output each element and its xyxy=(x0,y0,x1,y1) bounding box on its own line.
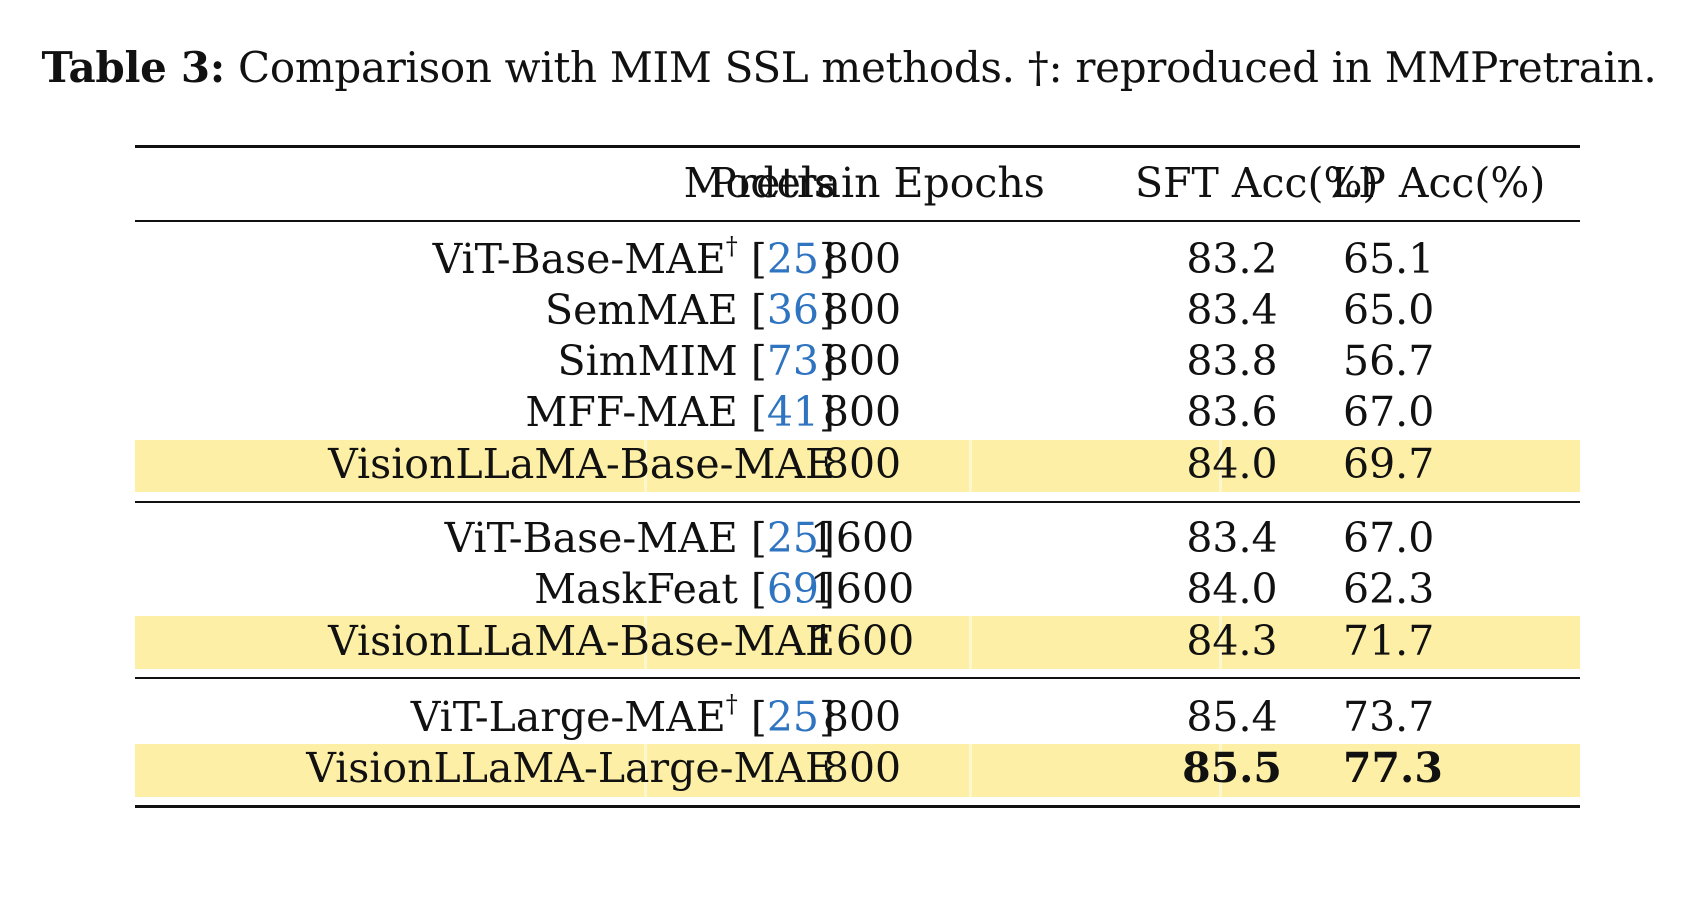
epochs-cell: 800 xyxy=(822,235,902,283)
caption-text: Comparison with MIM SSL methods. †: repr… xyxy=(238,43,1657,92)
sft-cell: 84.0 xyxy=(1186,440,1278,488)
epochs-cell: 1600 xyxy=(809,565,915,613)
table-caption: Table 3: Comparison with MIM SSL methods… xyxy=(0,38,1698,98)
highlight-band xyxy=(135,440,1580,492)
lp-cell: 62.3 xyxy=(1343,565,1435,613)
model-cell: ViT-Large-MAE† [25] xyxy=(410,690,835,741)
lp-cell: 65.1 xyxy=(1343,235,1435,283)
citation-link[interactable]: 73 xyxy=(766,337,819,385)
lp-cell: 67.0 xyxy=(1343,388,1435,436)
table-row-highlighted: VisionLLaMA-Base-MAE 1600 84.3 71.7 xyxy=(135,614,1580,669)
table-row: SemMAE [36] 800 83.4 65.0 xyxy=(135,283,1580,338)
sft-cell: 83.2 xyxy=(1186,235,1278,283)
top-rule xyxy=(135,145,1580,148)
sft-cell: 83.4 xyxy=(1186,286,1278,334)
caption-label: Table 3: xyxy=(41,43,226,92)
table-row: ViT-Large-MAE† [25] 800 85.4 73.7 xyxy=(135,690,1580,745)
bottom-rule xyxy=(135,805,1580,808)
dagger-mark: † xyxy=(725,232,738,261)
lp-cell: 71.7 xyxy=(1343,617,1435,665)
table-row: ViT-Base-MAE [25] 1600 83.4 67.0 xyxy=(135,511,1580,566)
model-name: SimMIM xyxy=(557,337,738,385)
group-rule xyxy=(135,501,1580,503)
highlight-band xyxy=(135,616,1580,669)
citation-link[interactable]: 25 xyxy=(766,514,819,562)
table-row: SimMIM [73] 800 83.8 56.7 xyxy=(135,334,1580,389)
table-row: MaskFeat [69] 1600 84.0 62.3 xyxy=(135,562,1580,617)
sft-cell-best: 85.5 xyxy=(1182,744,1282,792)
citation-link[interactable]: 25 xyxy=(766,693,819,741)
model-cell: MFF-MAE [41] xyxy=(525,388,835,436)
lp-cell: 67.0 xyxy=(1343,514,1435,562)
highlight-band xyxy=(135,744,1580,797)
model-name: ViT-Base-MAE xyxy=(444,514,738,562)
model-name: VisionLLaMA-Base-MAE xyxy=(328,440,835,488)
header-models: Models xyxy=(683,159,835,207)
citation-link[interactable]: 25 xyxy=(766,235,819,283)
sft-cell: 83.6 xyxy=(1186,388,1278,436)
model-name: ViT-Base-MAE xyxy=(432,235,726,283)
citation-link[interactable]: 69 xyxy=(766,565,819,613)
model-cell: SemMAE [36] xyxy=(545,286,835,334)
model-cell: MaskFeat [69] xyxy=(534,565,835,613)
header-rule xyxy=(135,220,1580,222)
model-name: VisionLLaMA-Base-MAE xyxy=(328,617,835,665)
epochs-cell: 800 xyxy=(822,440,902,488)
citation-link[interactable]: 36 xyxy=(766,286,819,334)
sft-cell: 85.4 xyxy=(1186,693,1278,741)
model-cell: SimMIM [73] xyxy=(557,337,835,385)
table-row: ViT-Base-MAE† [25] 800 83.2 65.1 xyxy=(135,232,1580,287)
table-row: MFF-MAE [41] 800 83.6 67.0 xyxy=(135,385,1580,440)
sft-cell: 84.0 xyxy=(1186,565,1278,613)
lp-cell: 56.7 xyxy=(1343,337,1435,385)
model-name: MFF-MAE xyxy=(525,388,738,436)
model-name: MaskFeat xyxy=(534,565,738,613)
lp-cell: 73.7 xyxy=(1343,693,1435,741)
sft-cell: 83.4 xyxy=(1186,514,1278,562)
dagger-mark: † xyxy=(725,690,738,719)
model-name: ViT-Large-MAE xyxy=(410,693,726,741)
epochs-cell: 800 xyxy=(822,744,902,792)
epochs-cell: 1600 xyxy=(809,514,915,562)
lp-cell-best: 77.3 xyxy=(1343,744,1443,792)
table-row-highlighted: VisionLLaMA-Large-MAE 800 85.5 77.3 xyxy=(135,741,1580,796)
sft-cell: 84.3 xyxy=(1186,617,1278,665)
header-pretrain-epochs: Pretrain Epochs xyxy=(709,159,1045,207)
epochs-cell: 800 xyxy=(822,388,902,436)
citation-link[interactable]: 41 xyxy=(766,388,819,436)
epochs-cell: 800 xyxy=(822,286,902,334)
model-cell: ViT-Base-MAE† [25] xyxy=(432,232,835,283)
epochs-cell: 1600 xyxy=(809,617,915,665)
model-name: SemMAE xyxy=(545,286,738,334)
model-cell: ViT-Base-MAE [25] xyxy=(444,514,835,562)
table-row-highlighted: VisionLLaMA-Base-MAE 800 84.0 69.7 xyxy=(135,437,1580,492)
lp-cell: 65.0 xyxy=(1343,286,1435,334)
epochs-cell: 800 xyxy=(822,337,902,385)
model-name: VisionLLaMA-Large-MAE xyxy=(306,744,835,792)
sft-cell: 83.8 xyxy=(1186,337,1278,385)
epochs-cell: 800 xyxy=(822,693,902,741)
header-lp-acc: LP Acc(%) xyxy=(1331,159,1546,207)
table-header-row: Models Pretrain Epochs SFT Acc(%) LP Acc… xyxy=(135,156,1580,211)
lp-cell: 69.7 xyxy=(1343,440,1435,488)
header-sft-acc: SFT Acc(%) xyxy=(1135,159,1379,207)
group-rule xyxy=(135,677,1580,679)
